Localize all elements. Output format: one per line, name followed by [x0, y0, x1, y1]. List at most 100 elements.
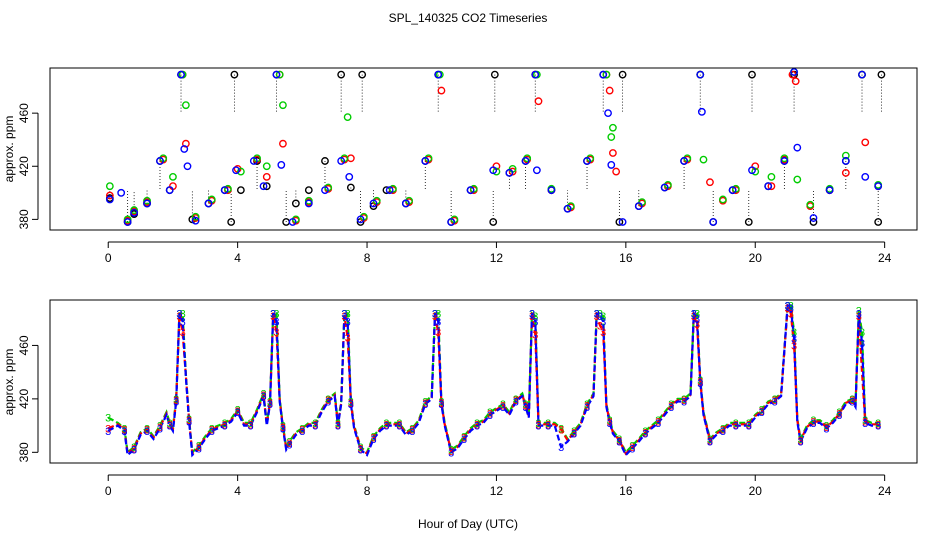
top-point-blue — [748, 166, 756, 175]
bottom-point-label-blue: 3 — [461, 434, 467, 446]
bottom-point-label-green: 3 — [474, 418, 480, 430]
top-x-axis: 0 4 8 12 16 20 24 — [105, 241, 892, 265]
top-point-green — [780, 154, 789, 163]
bottom-point-label-green: 3 — [532, 311, 538, 323]
bottom-point-label-red: 3 — [409, 425, 415, 437]
bottom-point-label-blue: 3 — [173, 397, 179, 409]
bottom-point-label-blue: 3 — [358, 445, 364, 457]
top-point-green — [602, 70, 611, 79]
bottom-point-label-red: 3 — [788, 308, 794, 320]
top-point-red — [706, 178, 714, 187]
top-point-red — [105, 191, 114, 200]
bottom-point-label-green: 3 — [513, 394, 519, 406]
bottom-point-label-green: 3 — [810, 415, 816, 427]
top-point-blue — [130, 208, 139, 217]
bottom-point-label-blue: 3 — [862, 418, 868, 430]
bottom-point-label-blue: 3 — [267, 399, 273, 411]
bottom-point-label-green: 3 — [823, 421, 829, 433]
top-point-blue — [563, 204, 572, 213]
bottom-point-label-green: 3 — [312, 418, 318, 430]
bottom-point-label-red: 3 — [772, 395, 778, 407]
top-series-layer — [105, 68, 886, 226]
bottom-point-label-red: 3 — [681, 395, 687, 407]
bottom-point-label-red: 3 — [733, 419, 739, 431]
bottom-point-label-blue: 3 — [432, 308, 438, 320]
bottom-point-label-green: 3 — [707, 434, 713, 446]
top-point-black — [744, 218, 753, 226]
bottom-point-label-green: 3 — [176, 308, 182, 320]
bottom-point-label-red: 3 — [600, 327, 606, 339]
bottom-point-label-blue: 3 — [697, 378, 703, 390]
top-point-green — [169, 172, 177, 181]
bottom-point-label-blue: 3 — [273, 316, 279, 328]
bottom-point-label-red: 3 — [545, 419, 551, 431]
bottom-point-label-blue: 3 — [270, 308, 276, 320]
top-point-blue — [177, 70, 185, 79]
bottom-point-label-blue: 3 — [532, 316, 538, 328]
bottom-point-label-blue: 3 — [859, 338, 865, 350]
top-point-blue — [547, 186, 556, 195]
bottom-point-label-red: 3 — [461, 433, 467, 445]
bottom-point-label-green: 3 — [836, 407, 842, 419]
bottom-point-label-green: 3 — [597, 308, 603, 320]
bottom-point-label-green: 3 — [681, 394, 687, 406]
top-point-black — [748, 70, 756, 79]
bottom-point-label-blue: 3 — [810, 418, 816, 430]
bottom-point-label-blue: 3 — [616, 437, 622, 449]
top-point-green — [143, 196, 151, 205]
bottom-point-label-red: 3 — [856, 311, 862, 323]
bottom-point-label-green: 3 — [607, 415, 613, 427]
bottom-point-label-green: 3 — [358, 442, 364, 454]
bottom-point-label-green: 3 — [438, 397, 444, 409]
bottom-point-label-blue: 3 — [707, 437, 713, 449]
top-point-green — [262, 162, 271, 171]
bottom-point-label-red: 3 — [607, 417, 613, 429]
top-x-tick-label: 16 — [619, 251, 633, 265]
bottom-point-label-red: 3 — [691, 311, 697, 323]
top-point-blue — [618, 218, 627, 226]
top-point-blue — [272, 70, 281, 79]
top-point-blue — [764, 182, 773, 191]
bottom-point-label-green: 3 — [435, 308, 441, 320]
top-point-black — [227, 218, 236, 226]
bottom-point-label-red: 3 — [248, 419, 254, 431]
bottom-point-label-red: 3 — [823, 422, 829, 434]
bottom-point-label-red: 3 — [422, 398, 428, 410]
bottom-point-label-blue: 3 — [438, 399, 444, 411]
top-point-blue — [660, 183, 669, 192]
top-point-black — [490, 70, 499, 79]
bottom-point-label-green: 3 — [529, 308, 535, 320]
top-point-blue — [156, 157, 164, 165]
top-point-blue — [277, 161, 286, 169]
bottom-point-label-red: 3 — [474, 419, 480, 431]
top-point-green — [279, 101, 287, 110]
top-point-blue — [780, 157, 789, 165]
bottom-point-label-green: 3 — [594, 308, 600, 320]
top-plot-frame — [49, 67, 918, 231]
bottom-point-label-green: 3 — [788, 300, 794, 312]
bottom-point-label-green: 3 — [545, 418, 551, 430]
top-point-blue — [232, 166, 240, 175]
bottom-point-label-green: 3 — [273, 308, 279, 320]
bottom-point-label-blue: 3 — [535, 421, 541, 433]
top-point-black — [236, 186, 245, 195]
bottom-point-label-green: 3 — [791, 327, 797, 339]
bottom-point-label-green: 3 — [144, 423, 150, 435]
bottom-point-label-green: 3 — [797, 434, 803, 446]
top-point-red — [612, 167, 621, 176]
bottom-y-axis-label: approx. ppm — [2, 349, 16, 416]
bottom-y-axis: 380 420 460 — [17, 335, 39, 462]
bottom-point-label-blue: 3 — [409, 426, 415, 438]
bottom-point-label-blue: 3 — [325, 397, 331, 409]
bottom-point-label-red: 3 — [157, 422, 163, 434]
top-point-black — [358, 70, 367, 79]
bottom-point-label-red: 3 — [131, 443, 137, 455]
bottom-point-label-green: 3 — [785, 300, 791, 312]
bottom-point-label-green: 3 — [260, 389, 266, 401]
bottom-point-label-blue: 3 — [584, 402, 590, 414]
bottom-point-label-blue: 3 — [836, 410, 842, 422]
top-point-green — [609, 123, 617, 132]
bottom-point-label-red: 3 — [797, 435, 803, 447]
bot-y-tick-label: 420 — [17, 389, 31, 409]
bottom-point-label-red: 3 — [280, 422, 286, 434]
